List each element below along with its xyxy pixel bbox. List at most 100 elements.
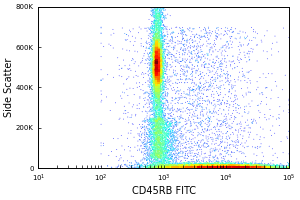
Point xyxy=(236,165,241,168)
Point xyxy=(153,83,158,86)
Point xyxy=(156,79,161,82)
Point xyxy=(157,61,161,64)
Point xyxy=(155,46,160,49)
Point xyxy=(155,63,160,66)
Point xyxy=(153,79,158,83)
Point xyxy=(155,54,160,58)
Point xyxy=(195,163,200,166)
Point xyxy=(229,116,234,119)
Point xyxy=(152,153,157,157)
Point xyxy=(159,53,164,56)
Point xyxy=(154,77,159,80)
Point xyxy=(196,158,201,162)
Point xyxy=(155,57,160,60)
Point xyxy=(277,117,282,120)
Point xyxy=(159,143,164,146)
Point xyxy=(153,89,158,93)
Point xyxy=(156,36,161,39)
Point xyxy=(224,32,229,35)
Point xyxy=(263,166,268,169)
Point xyxy=(229,164,234,167)
Point xyxy=(197,161,202,164)
Point xyxy=(142,163,147,166)
Point xyxy=(263,167,268,170)
Point xyxy=(214,162,219,165)
Point xyxy=(163,50,167,53)
Point xyxy=(150,79,155,82)
Point xyxy=(251,163,256,167)
Point xyxy=(167,166,172,169)
Point xyxy=(214,166,219,169)
Point xyxy=(154,155,159,158)
Point xyxy=(191,165,196,168)
Point xyxy=(152,39,157,43)
Point xyxy=(230,165,235,168)
Point xyxy=(198,81,203,85)
Point xyxy=(160,138,165,141)
Point xyxy=(159,55,164,58)
Point xyxy=(151,68,156,71)
Point xyxy=(155,71,160,74)
Point xyxy=(162,9,167,12)
Point xyxy=(158,65,163,68)
Point xyxy=(169,151,174,154)
Point xyxy=(185,161,190,165)
Point xyxy=(117,68,122,71)
Point xyxy=(173,124,178,127)
Point xyxy=(211,167,216,170)
Point xyxy=(157,143,162,147)
Point xyxy=(173,60,178,63)
Point xyxy=(157,56,162,60)
Point xyxy=(158,60,162,63)
Point xyxy=(162,123,167,126)
Point xyxy=(158,69,163,72)
Point xyxy=(256,165,261,168)
Point xyxy=(155,56,160,59)
Point xyxy=(151,54,156,57)
Point xyxy=(163,149,168,152)
Point xyxy=(241,164,246,168)
Point xyxy=(186,164,190,167)
Point xyxy=(160,142,164,145)
Point xyxy=(232,164,237,168)
Point xyxy=(152,16,157,19)
Point xyxy=(164,130,169,133)
Point xyxy=(158,91,163,94)
Point xyxy=(160,76,165,79)
Point xyxy=(165,145,170,148)
Point xyxy=(176,152,181,155)
Point xyxy=(156,68,161,72)
Point xyxy=(225,144,230,147)
Point xyxy=(146,94,151,97)
Point xyxy=(244,166,249,169)
Point xyxy=(192,128,197,131)
Point xyxy=(242,152,246,155)
Point xyxy=(153,70,158,73)
Point xyxy=(223,167,228,170)
Point xyxy=(183,164,188,168)
Point xyxy=(216,166,221,170)
Point xyxy=(136,163,141,166)
Point xyxy=(172,163,177,166)
Point xyxy=(109,33,113,37)
Point xyxy=(162,67,167,71)
Point xyxy=(153,61,158,64)
Point xyxy=(219,166,224,169)
Point xyxy=(188,167,193,170)
Point xyxy=(231,161,236,164)
Point xyxy=(155,87,160,91)
Point xyxy=(153,65,158,69)
Point xyxy=(156,62,161,65)
Point xyxy=(152,47,157,51)
Point xyxy=(125,137,130,140)
Point xyxy=(159,44,164,47)
Point xyxy=(153,63,158,67)
Point xyxy=(190,128,195,132)
Point xyxy=(164,66,169,69)
Point xyxy=(122,32,127,35)
Point xyxy=(151,38,156,41)
Point xyxy=(246,166,250,169)
Point xyxy=(154,53,159,56)
Point xyxy=(266,166,271,169)
Point xyxy=(159,11,164,14)
